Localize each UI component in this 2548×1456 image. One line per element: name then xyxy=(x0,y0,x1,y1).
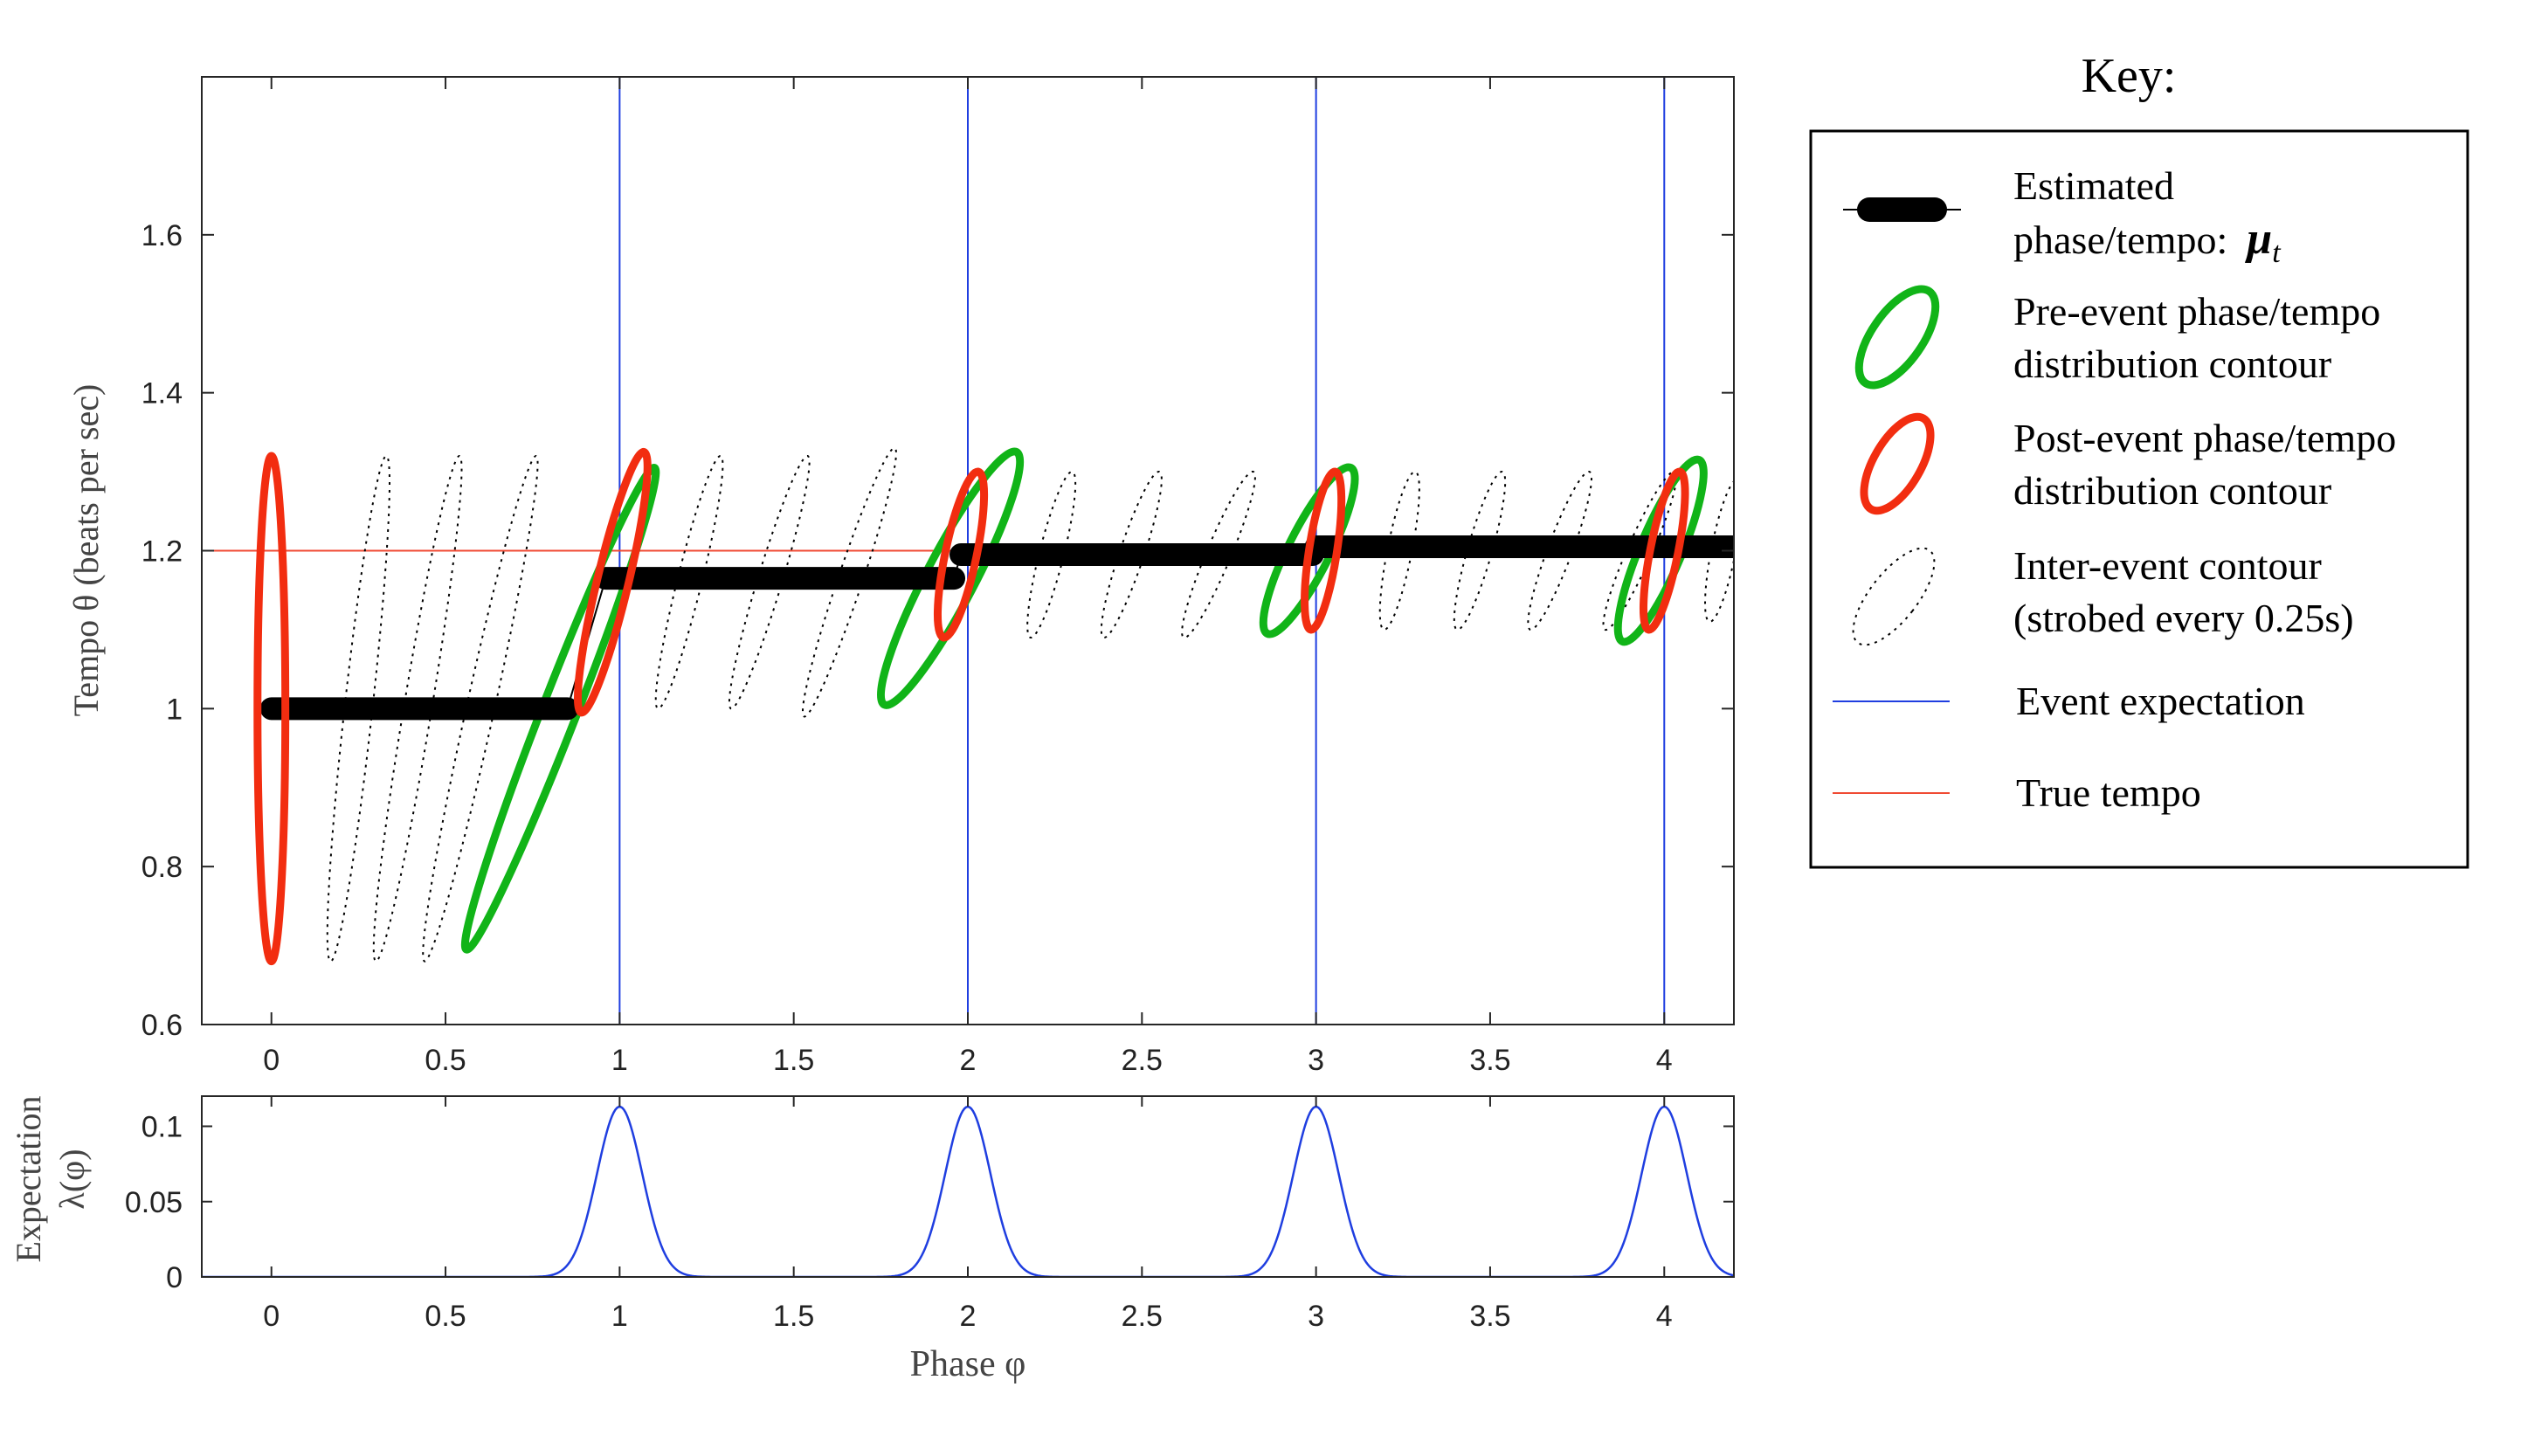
key-inter-event-line2: (strobed every 0.25s) xyxy=(2013,596,2354,640)
main-y-tick-label: 1.6 xyxy=(142,219,183,252)
estimate-segments xyxy=(259,535,1734,721)
pre-event-contour xyxy=(1259,463,1359,638)
main-y-tick-label: 0.6 xyxy=(142,1009,183,1042)
expectation-x-tick-label: 1.5 xyxy=(773,1300,814,1333)
key-estimate-line1: Estimated xyxy=(2013,163,2174,208)
key-item-true-tempo: True tempo xyxy=(1833,770,2201,815)
post-event-contour xyxy=(253,452,290,966)
expectation-x-tick-label: 2.5 xyxy=(1122,1300,1163,1333)
key-item-event-expectation: Event expectation xyxy=(1833,679,2305,723)
key-true-tempo-label: True tempo xyxy=(2016,770,2201,815)
key-item-estimate: Estimated phase/tempo: μt xyxy=(1843,163,2282,269)
main-y-tick-label: 0.8 xyxy=(142,851,183,884)
key-estimate-mu-subscript: t xyxy=(2272,237,2282,269)
key-post-event-line1: Post-event phase/tempo xyxy=(2013,416,2396,460)
main-ticks: 0 0.5 1 1.5 2 2.5 3 3.5 4 0.6 0.8 1 1.2 1.4 1.6 xyxy=(142,77,1734,1077)
expectation-curve xyxy=(202,1105,1734,1277)
main-x-tick-label: 0 xyxy=(263,1044,280,1077)
expectation-x-tick-label: 3.5 xyxy=(1469,1300,1510,1333)
main-x-tick-label: 3.5 xyxy=(1469,1044,1510,1077)
main-y-axis-label: Tempo θ (beats per sec) xyxy=(66,384,106,717)
key-legend: Key: Estimated phase/tempo: μt Pre-event … xyxy=(1809,49,2469,869)
main-x-tick-label: 1 xyxy=(611,1044,628,1077)
key-item-inter-event: Inter-event contour (strobed every 0.25s… xyxy=(1852,543,2354,646)
post-event-contour xyxy=(573,447,652,717)
key-post-event-line2: distribution contour xyxy=(2013,468,2331,513)
expectation-x-tick-label: 0 xyxy=(263,1300,280,1333)
main-x-tick-label: 1.5 xyxy=(773,1044,814,1077)
expectation-x-tick-label: 2 xyxy=(960,1300,977,1333)
key-title: Key: xyxy=(2082,49,2177,103)
key-item-pre-event: Pre-event phase/tempo distribution conto… xyxy=(1854,285,2380,390)
main-x-tick-label: 2 xyxy=(960,1044,977,1077)
expectation-y-label-line2: λ(φ) xyxy=(52,1149,92,1209)
expectation-y-tick-label: 0 xyxy=(166,1261,183,1294)
key-inter-event-line1: Inter-event contour xyxy=(2013,543,2322,588)
key-pre-event-ellipse xyxy=(1854,285,1940,390)
main-x-tick-label: 4 xyxy=(1656,1044,1673,1077)
key-box xyxy=(1809,129,2469,869)
key-event-expectation-label: Event expectation xyxy=(2016,679,2305,723)
main-y-tick-label: 1.4 xyxy=(142,377,183,411)
main-x-tick-label: 3 xyxy=(1308,1044,1324,1077)
key-estimate-line2-text: phase/tempo: xyxy=(2013,217,2227,262)
key-item-post-event: Post-event phase/tempo distribution cont… xyxy=(1860,412,2396,515)
key-estimate-mu-symbol: μ xyxy=(2244,214,2272,264)
key-pre-event-line1: Pre-event phase/tempo xyxy=(2013,289,2380,334)
post-event-contour xyxy=(1639,467,1689,634)
main-plot: 0 0.5 1 1.5 2 2.5 3 3.5 4 0.6 0.8 1 1.2 1.4 1.6 Tempo … xyxy=(66,76,1735,1077)
main-y-tick-label: 1.2 xyxy=(142,535,183,569)
key-pre-event-line2: distribution contour xyxy=(2013,342,2331,386)
expectation-x-tick-label: 0.5 xyxy=(425,1300,466,1333)
key-inter-event-ellipse xyxy=(1852,547,1936,646)
expectation-x-tick-label: 3 xyxy=(1308,1300,1324,1333)
main-x-tick-label: 2.5 xyxy=(1122,1044,1163,1077)
main-x-tick-label: 0.5 xyxy=(425,1044,466,1077)
main-y-tick-label: 1 xyxy=(166,693,183,726)
expectation-ticks: 0 0.5 1 1.5 2 2.5 3 3.5 4 0 0.05 0.1 xyxy=(125,1096,1734,1333)
expectation-y-label-line1: Expectation xyxy=(9,1095,48,1262)
expectation-x-tick-label: 4 xyxy=(1656,1300,1673,1333)
post-event-contour xyxy=(933,467,989,642)
key-post-event-ellipse xyxy=(1860,412,1935,515)
expectation-y-tick-label: 0.1 xyxy=(142,1111,183,1144)
post-event-contours xyxy=(253,447,1689,966)
post-event-contour xyxy=(1301,467,1346,634)
key-estimate-line2: phase/tempo: μt xyxy=(2013,214,2282,269)
expectation-x-axis-label: Phase φ xyxy=(910,1344,1026,1384)
expectation-plot: 0 0.5 1 1.5 2 2.5 3 3.5 4 0 0.05 0.1 Expectation λ(… xyxy=(9,1095,1735,1384)
expectation-x-tick-label: 1 xyxy=(611,1300,628,1333)
expectation-axes-frame xyxy=(201,1095,1735,1278)
expectation-y-tick-label: 0.05 xyxy=(125,1186,183,1219)
